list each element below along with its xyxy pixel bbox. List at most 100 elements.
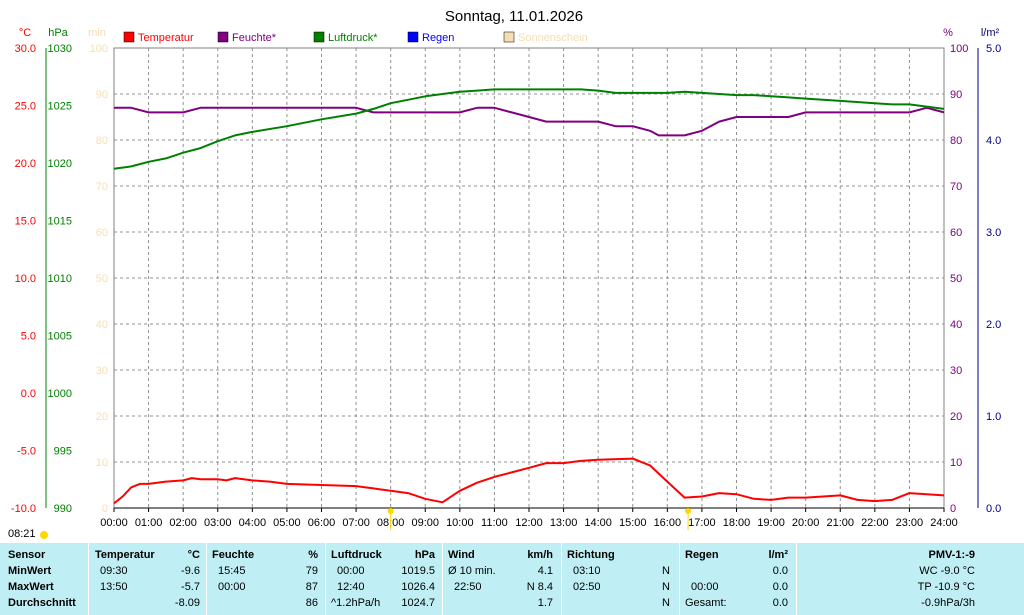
direction-value-3: N bbox=[662, 597, 670, 609]
humidity-tick-label: 100 bbox=[950, 43, 968, 55]
pressure-trend: ^1.2hPa/h bbox=[331, 597, 381, 609]
x-tick-label: 03:00 bbox=[204, 517, 232, 529]
pressure-tick-label: 1000 bbox=[48, 388, 72, 400]
pressure-max-time: 12:40 bbox=[337, 581, 365, 593]
humidity-tick-label: 0 bbox=[950, 503, 956, 515]
rain-unit: l/m² bbox=[768, 549, 788, 561]
pressure-tick-label: 995 bbox=[54, 446, 72, 458]
humidity-max-value: 87 bbox=[305, 581, 318, 593]
legend-label: Regen bbox=[422, 32, 454, 44]
direction-time-2: 02:50 bbox=[573, 581, 601, 593]
x-tick-label: 19:00 bbox=[757, 517, 785, 529]
temperature-tick-label: 10.0 bbox=[15, 273, 36, 285]
temperature-min-time: 09:30 bbox=[100, 565, 128, 577]
humidity-tick-label: 70 bbox=[950, 181, 962, 193]
pressure-tick-label: 990 bbox=[54, 503, 72, 515]
row-label-avg: Durchschnitt bbox=[8, 597, 76, 609]
rain-tick-label: 4.0 bbox=[986, 135, 1001, 147]
pressure-tick-label: 1030 bbox=[48, 43, 72, 55]
pressure-min-value: 1019.5 bbox=[401, 565, 435, 577]
rain-total-value: 0.0 bbox=[772, 597, 788, 609]
wind-avg-value: 1.7 bbox=[537, 597, 553, 609]
humidity-tick-label: 30 bbox=[950, 365, 962, 377]
sun-marker-dot bbox=[685, 508, 692, 514]
rain-tick-label: 3.0 bbox=[986, 227, 1001, 239]
chart-series bbox=[113, 88, 945, 505]
legend-label: Temperatur bbox=[138, 32, 194, 44]
sunshine-unit-label: min bbox=[88, 27, 106, 39]
humidity-min-value: 79 bbox=[305, 565, 318, 577]
row-label-max: MaxWert bbox=[8, 581, 54, 593]
humidity-tick-label: 80 bbox=[950, 135, 962, 147]
humidity-unit: % bbox=[308, 549, 318, 561]
humidity-avg-value: 86 bbox=[305, 597, 318, 609]
legend-swatch bbox=[503, 31, 515, 43]
sunshine-tick-label: 100 bbox=[90, 43, 108, 55]
sunshine-tick-label: 80 bbox=[96, 135, 108, 147]
x-tick-label: 23:00 bbox=[896, 517, 924, 529]
rain-unit-label: l/m² bbox=[981, 27, 1000, 39]
x-tick-label: 07:00 bbox=[342, 517, 370, 529]
pmv-windchill: WC -9.0 °C bbox=[919, 565, 975, 577]
row-label-min: MinWert bbox=[8, 565, 52, 577]
humidity-title: Feuchte bbox=[212, 549, 255, 561]
x-tick-label: 00:00 bbox=[100, 517, 128, 529]
wind-avg10-label: Ø 10 min. bbox=[448, 565, 496, 577]
temperature-tick-label: -10.0 bbox=[11, 503, 36, 515]
sunshine-tick-label: 0 bbox=[102, 503, 108, 515]
sunshine-tick-label: 20 bbox=[96, 411, 108, 423]
x-tick-label: 06:00 bbox=[308, 517, 336, 529]
wind-max-time: 22:50 bbox=[454, 581, 482, 593]
sunshine-tick-label: 40 bbox=[96, 319, 108, 331]
legend-label: Luftdruck* bbox=[328, 32, 378, 44]
x-tick-label: 14:00 bbox=[584, 517, 612, 529]
sunshine-tick-label: 60 bbox=[96, 227, 108, 239]
chart-legend: Temperatur Feuchte* Luftdruck* Regen Sonnens… bbox=[123, 31, 588, 44]
sunshine-tick-label: 10 bbox=[96, 457, 108, 469]
x-tick-label: 17:00 bbox=[688, 517, 716, 529]
rain-tick-label: 0.0 bbox=[986, 503, 1001, 515]
direction-value-2: N bbox=[662, 581, 670, 593]
x-tick-label: 15:00 bbox=[619, 517, 647, 529]
wind-avg10-value: 4.1 bbox=[537, 565, 553, 577]
humidity-tick-label: 90 bbox=[950, 89, 962, 101]
legend-label: Sonnenschein bbox=[518, 32, 588, 44]
sunshine-tick-label: 90 bbox=[96, 89, 108, 101]
temperature-tick-label: 5.0 bbox=[21, 331, 36, 343]
pressure-unit-label: hPa bbox=[48, 27, 68, 39]
legend-swatch bbox=[407, 31, 419, 43]
temperature-avg-value: -8.09 bbox=[174, 597, 200, 609]
temperature-title: Temperatur bbox=[95, 549, 155, 561]
humidity-unit-label: % bbox=[943, 27, 953, 39]
x-tick-label: 04:00 bbox=[239, 517, 267, 529]
legend-swatch bbox=[123, 31, 135, 43]
weather-chart: Sonntag, 11.01.2026 Temperatur Feuchte* Lu… bbox=[11, 8, 1001, 530]
chart-axes bbox=[45, 48, 979, 512]
rain-value-2: 0.0 bbox=[772, 581, 788, 593]
humidity-tick-label: 20 bbox=[950, 411, 962, 423]
rain-time-2: 00:00 bbox=[691, 581, 719, 593]
pmv-title: PMV-1:-9 bbox=[928, 549, 975, 561]
pressure-tick-label: 1025 bbox=[48, 101, 72, 113]
temperature-tick-label: -5.0 bbox=[17, 446, 36, 458]
pressure-max-value: 1026.4 bbox=[401, 581, 435, 593]
x-tick-label: 20:00 bbox=[792, 517, 820, 529]
pmv-pressure-trend: -0.9hPa/3h bbox=[921, 597, 975, 609]
x-tick-label: 22:00 bbox=[861, 517, 889, 529]
wind-unit: km/h bbox=[527, 549, 553, 561]
rain-tick-label: 1.0 bbox=[986, 411, 1001, 423]
wind-max-value: N 8.4 bbox=[526, 581, 553, 593]
temperature-unit-label: °C bbox=[19, 27, 31, 39]
pressure-tick-label: 1020 bbox=[48, 158, 72, 170]
temperature-tick-label: 25.0 bbox=[15, 101, 36, 113]
x-tick-label: 10:00 bbox=[446, 517, 474, 529]
sunshine-tick-label: 30 bbox=[96, 365, 108, 377]
temperature-max-time: 13:50 bbox=[100, 581, 128, 593]
temperature-max-value: -5.7 bbox=[181, 581, 200, 593]
x-tick-label: 13:00 bbox=[550, 517, 578, 529]
humidity-tick-label: 10 bbox=[950, 457, 962, 469]
sun-marker-dot bbox=[387, 508, 394, 514]
sun-markers bbox=[387, 508, 692, 530]
sunrise-time: 08:21 bbox=[8, 528, 36, 540]
direction-time-1: 03:10 bbox=[573, 565, 601, 577]
